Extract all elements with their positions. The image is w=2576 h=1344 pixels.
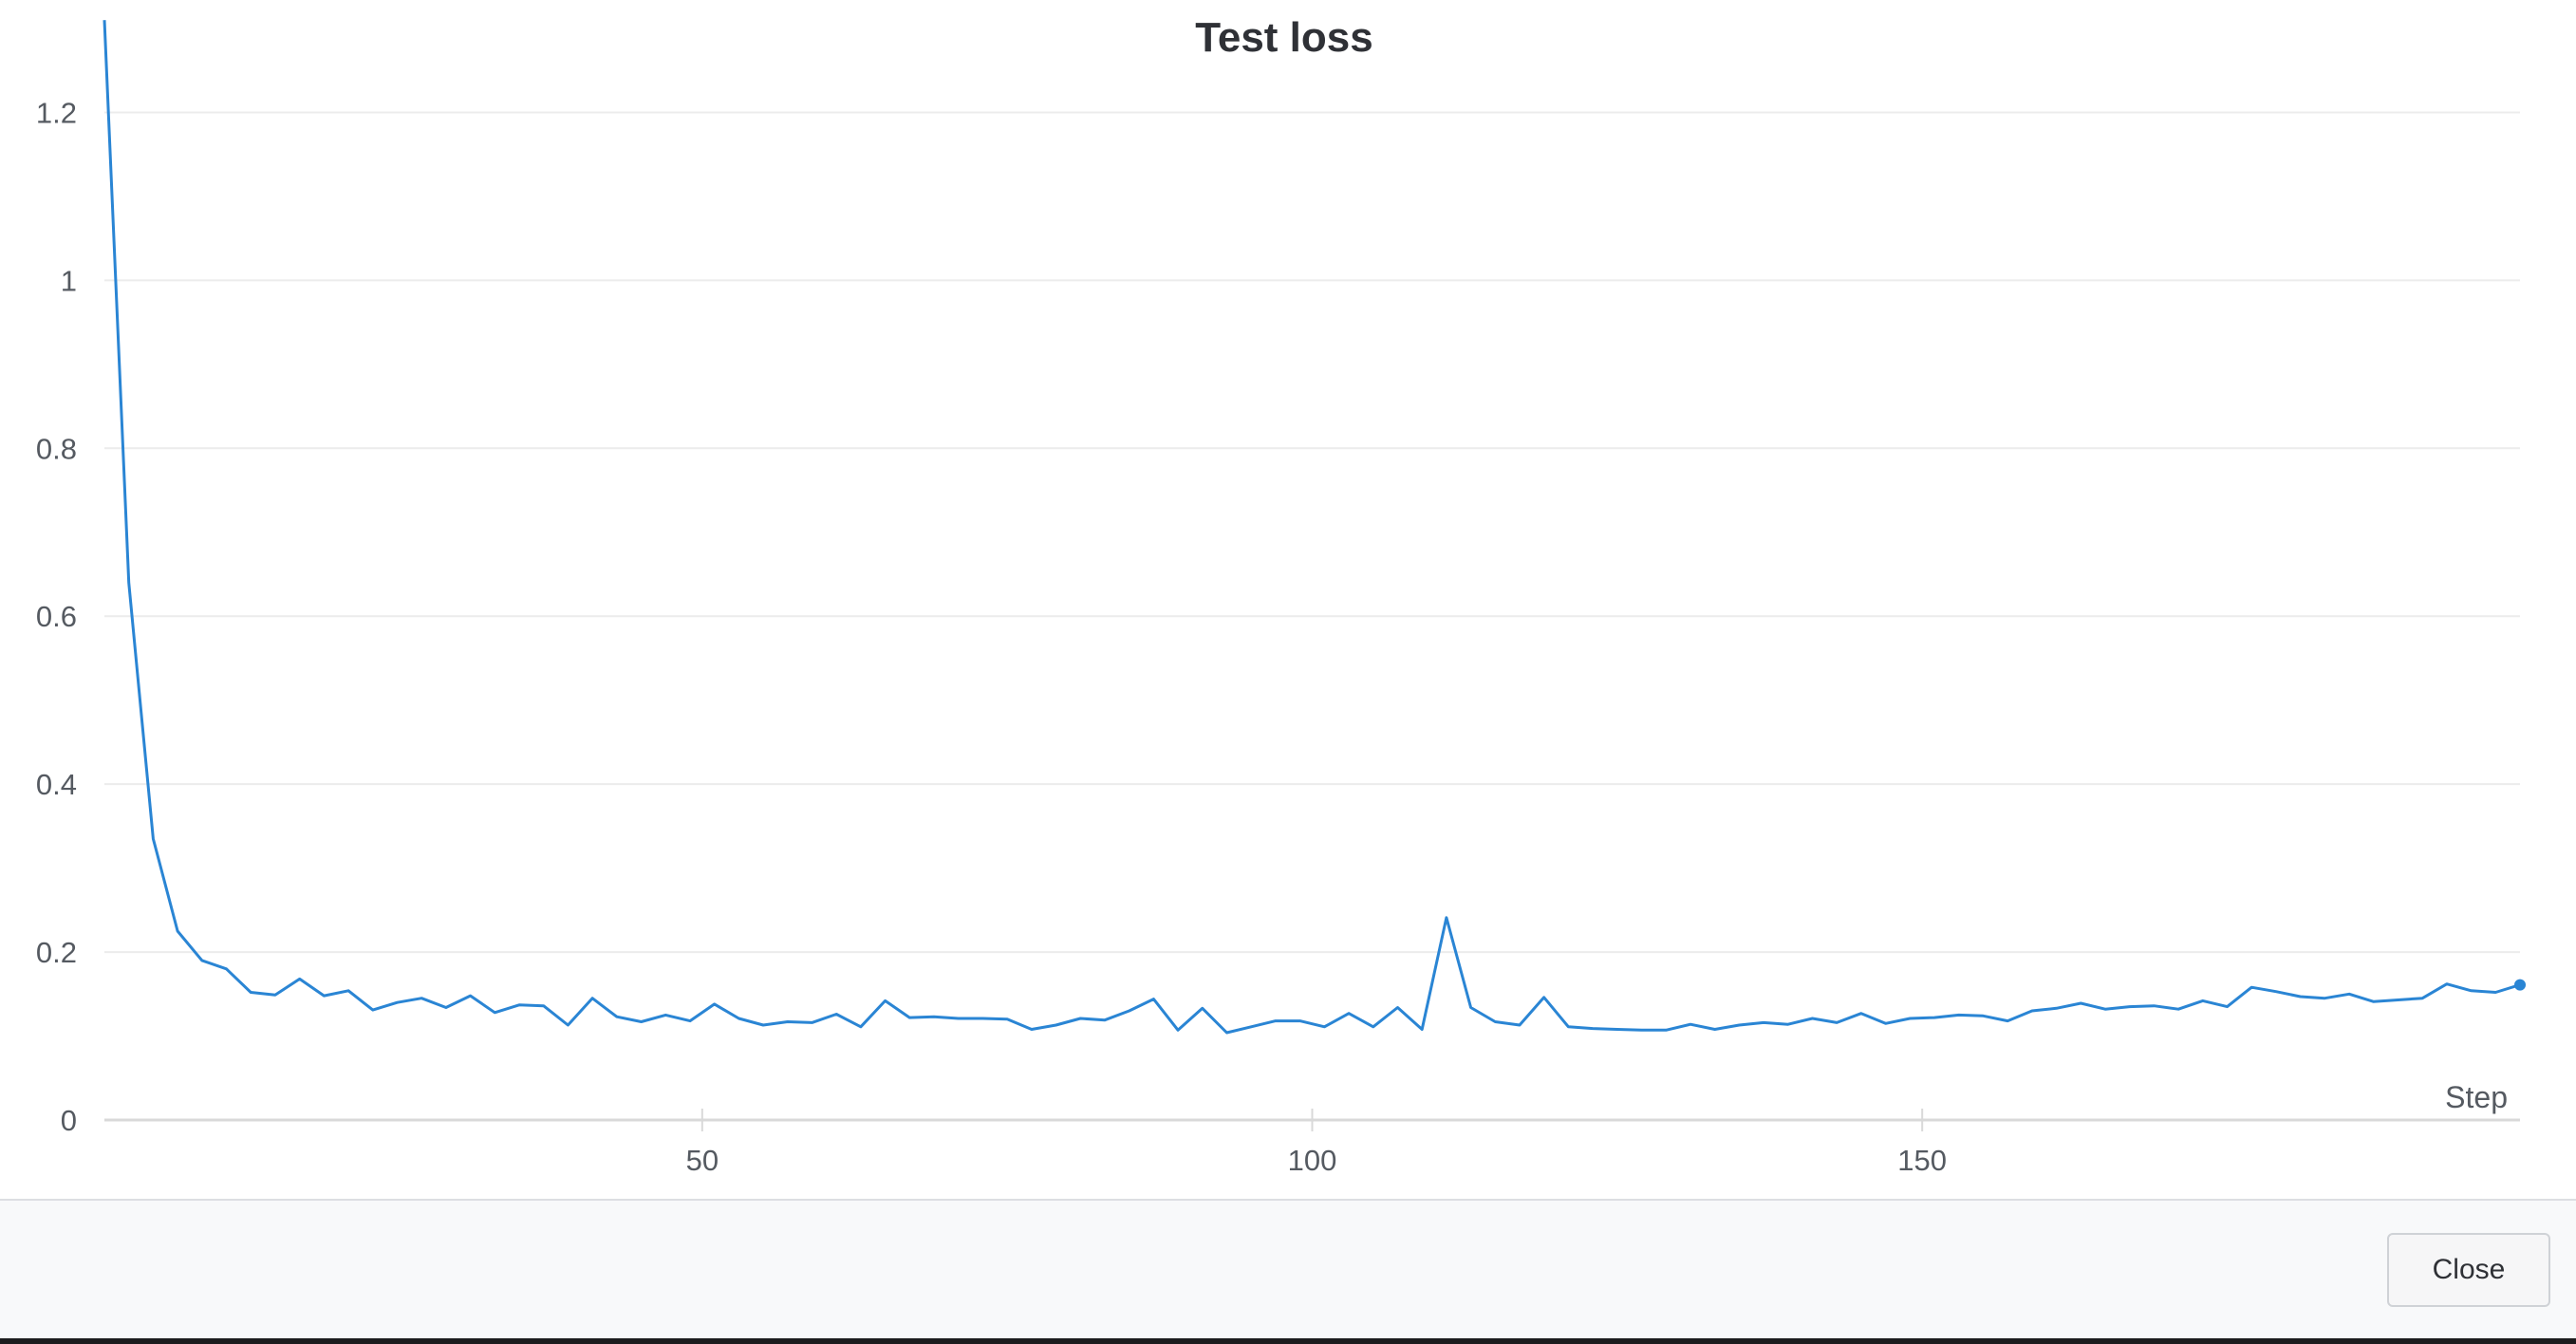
y-tick-label: 0.2 [36,936,77,969]
chart-panel: Test loss 0 0.2 0.4 0.6 0.8 1 1.2 50 100 150 Ste… [35,14,2526,1177]
last-point-marker[interactable] [2514,979,2526,991]
chart-title: Test loss [1195,14,1373,61]
close-button[interactable]: Close [2387,1233,2550,1307]
x-tick-label: 100 [1288,1144,1337,1177]
y-tick-labels: 0 0.2 0.4 0.6 0.8 1 1.2 [36,96,77,1137]
line-chart: 0 0.2 0.4 0.6 0.8 1 1.2 50 100 150 Step [36,20,2526,1177]
series-line [103,20,2521,1035]
y-tick-label: 0.4 [36,768,77,801]
y-tick-label: 0.6 [36,600,77,633]
y-tick-label: 1.2 [36,96,77,129]
x-tick-labels: 50 100 150 [686,1109,1947,1177]
y-tick-label: 1 [61,264,77,297]
x-tick-label: 50 [686,1144,719,1177]
y-tick-label: 0.8 [36,432,77,465]
series-layer [103,20,2526,1035]
grid-lines [104,111,2520,954]
y-tick-label: 0 [61,1104,77,1137]
window-bottom-edge [0,1338,2576,1344]
dialog-footer: Close [0,1199,2576,1338]
x-axis-label: Step [2445,1080,2508,1114]
x-tick-label: 150 [1897,1144,1947,1177]
